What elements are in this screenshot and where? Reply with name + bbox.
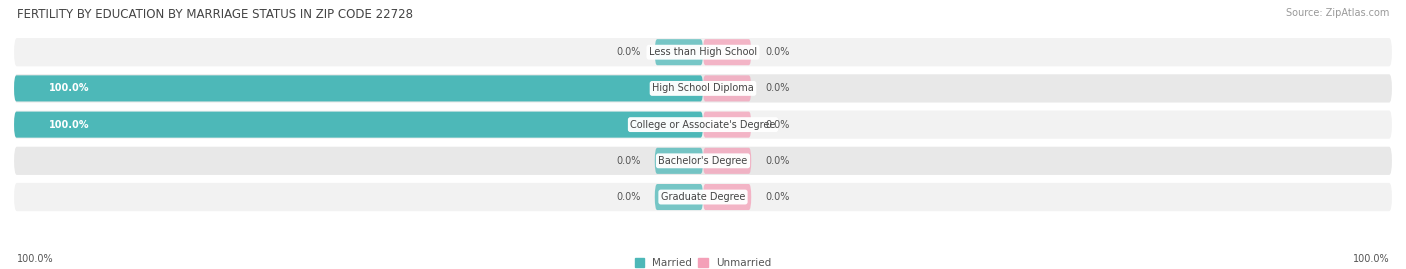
Text: Bachelor's Degree: Bachelor's Degree xyxy=(658,156,748,166)
FancyBboxPatch shape xyxy=(655,39,703,65)
Text: 0.0%: 0.0% xyxy=(617,47,641,57)
Text: College or Associate's Degree: College or Associate's Degree xyxy=(630,120,776,130)
Text: 0.0%: 0.0% xyxy=(765,120,789,130)
FancyBboxPatch shape xyxy=(14,111,1392,139)
Text: Source: ZipAtlas.com: Source: ZipAtlas.com xyxy=(1285,8,1389,18)
Text: 100.0%: 100.0% xyxy=(17,254,53,264)
FancyBboxPatch shape xyxy=(14,112,703,138)
FancyBboxPatch shape xyxy=(703,75,751,101)
FancyBboxPatch shape xyxy=(655,184,703,210)
FancyBboxPatch shape xyxy=(703,112,751,138)
Text: 0.0%: 0.0% xyxy=(617,192,641,202)
Legend: Married, Unmarried: Married, Unmarried xyxy=(634,258,772,268)
FancyBboxPatch shape xyxy=(14,183,1392,211)
Text: 0.0%: 0.0% xyxy=(765,192,789,202)
FancyBboxPatch shape xyxy=(14,38,1392,66)
Text: 0.0%: 0.0% xyxy=(765,83,789,93)
Text: 0.0%: 0.0% xyxy=(765,156,789,166)
FancyBboxPatch shape xyxy=(14,147,1392,175)
FancyBboxPatch shape xyxy=(703,39,751,65)
Text: 0.0%: 0.0% xyxy=(617,156,641,166)
FancyBboxPatch shape xyxy=(14,75,703,101)
Text: 100.0%: 100.0% xyxy=(48,120,89,130)
Text: 100.0%: 100.0% xyxy=(1353,254,1389,264)
FancyBboxPatch shape xyxy=(655,148,703,174)
Text: Less than High School: Less than High School xyxy=(650,47,756,57)
Text: 100.0%: 100.0% xyxy=(48,83,89,93)
FancyBboxPatch shape xyxy=(703,148,751,174)
Text: FERTILITY BY EDUCATION BY MARRIAGE STATUS IN ZIP CODE 22728: FERTILITY BY EDUCATION BY MARRIAGE STATU… xyxy=(17,8,413,21)
Text: High School Diploma: High School Diploma xyxy=(652,83,754,93)
FancyBboxPatch shape xyxy=(14,74,1392,102)
Text: 0.0%: 0.0% xyxy=(765,47,789,57)
FancyBboxPatch shape xyxy=(703,184,751,210)
Text: Graduate Degree: Graduate Degree xyxy=(661,192,745,202)
